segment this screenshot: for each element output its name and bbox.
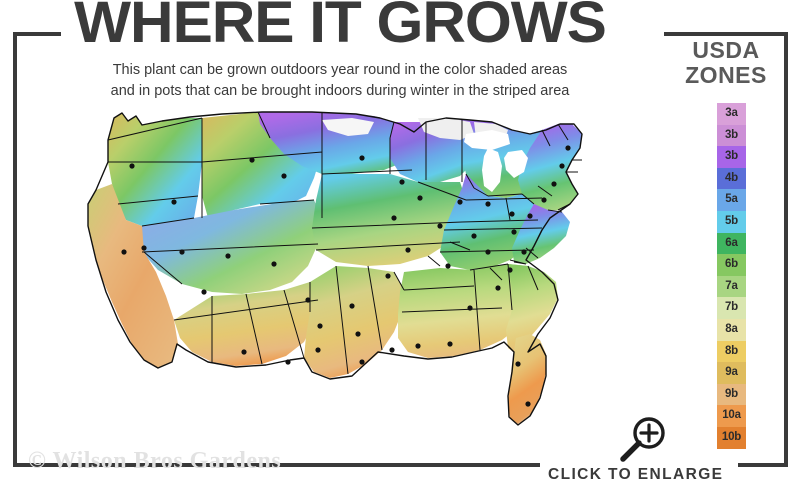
subtitle-line-1: This plant can be grown outdoors year ro… bbox=[112, 62, 568, 78]
frame-border-right bbox=[784, 32, 788, 467]
legend-swatch-label: 4b bbox=[724, 171, 739, 184]
legend-heading: USDA ZONES bbox=[672, 38, 780, 88]
legend-swatch-5a-4[interactable]: 5a bbox=[717, 189, 746, 211]
map-container[interactable] bbox=[22, 100, 662, 460]
frame-border-bottom-right bbox=[738, 463, 788, 467]
legend-swatch-label: 3b bbox=[724, 128, 739, 141]
legend-swatch-9b-13[interactable]: 9b bbox=[717, 383, 746, 406]
legend-heading-line-2: ZONES bbox=[685, 61, 767, 88]
legend-swatch-3b-1[interactable]: 3b bbox=[717, 124, 746, 147]
legend-swatch-label: 5a bbox=[725, 193, 738, 206]
legend-swatch-7a-8[interactable]: 7a bbox=[717, 275, 746, 298]
legend-swatch-label: 10a bbox=[722, 409, 741, 422]
legend-swatch-8b-11[interactable]: 8b bbox=[717, 340, 746, 363]
legend-swatch-label: 7a bbox=[725, 279, 738, 292]
page-title: WHERE IT GROWS bbox=[74, 0, 607, 55]
legend-swatch-10a-14[interactable]: 10a bbox=[717, 405, 746, 427]
subtitle-line-2: and in pots that can be brought indoors … bbox=[110, 83, 570, 100]
legend-swatch-10b-15[interactable]: 10b bbox=[717, 426, 746, 449]
legend-swatch-label: 7b bbox=[724, 301, 739, 314]
state-boundaries bbox=[107, 111, 582, 375]
click-to-enlarge-label[interactable]: CLICK TO ENLARGE bbox=[548, 466, 724, 483]
usda-zone-legend[interactable]: 3a 3b 3b 4b 5a 5b 6a 6b 7a 7b 8a 8b 9a 9b 10a 10b bbox=[717, 103, 746, 449]
legend-swatch-9a-12[interactable]: 9a bbox=[717, 362, 746, 384]
legend-swatch-label: 5b bbox=[724, 215, 739, 228]
legend-swatch-3b-2[interactable]: 3b bbox=[717, 146, 746, 168]
usda-hardiness-zone-map[interactable] bbox=[22, 100, 662, 460]
legend-heading-line-1: USDA bbox=[692, 37, 760, 63]
city-markers bbox=[121, 145, 571, 407]
magnifier-plus-icon[interactable] bbox=[618, 415, 672, 463]
legend-swatch-7b-9[interactable]: 7b bbox=[717, 297, 746, 319]
legend-swatch-label: 8a bbox=[725, 322, 738, 335]
legend-swatch-label: 9a bbox=[725, 366, 738, 379]
legend-swatch-label: 9b bbox=[724, 387, 739, 400]
legend-swatch-label: 6b bbox=[724, 258, 739, 271]
watermark-wilson-bros-gardens: © Wilson Bros Gardens bbox=[28, 448, 282, 474]
frame-border-top-left bbox=[13, 32, 61, 36]
legend-swatch-8a-10[interactable]: 8a bbox=[717, 318, 746, 341]
legend-swatch-3a-0[interactable]: 3a bbox=[717, 103, 746, 125]
subtitle: This plant can be grown outdoors year ro… bbox=[30, 60, 650, 102]
frame-border-left bbox=[13, 32, 17, 467]
legend-swatch-label: 8b bbox=[724, 344, 739, 357]
usa-outline bbox=[87, 111, 583, 426]
legend-swatch-label: 3b bbox=[724, 150, 739, 163]
legend-swatch-label: 6a bbox=[725, 236, 738, 249]
frame-border-top-right bbox=[664, 32, 788, 36]
legend-swatch-5b-5[interactable]: 5b bbox=[717, 210, 746, 233]
map-unshaded-areas bbox=[322, 118, 528, 192]
legend-swatch-6b-7[interactable]: 6b bbox=[717, 254, 746, 276]
legend-swatch-6a-6[interactable]: 6a bbox=[717, 232, 746, 255]
legend-swatch-label: 3a bbox=[725, 107, 738, 120]
frame-border-bottom-left bbox=[13, 463, 540, 467]
legend-swatch-4b-3[interactable]: 4b bbox=[717, 167, 746, 190]
legend-swatch-label: 10b bbox=[721, 430, 742, 443]
